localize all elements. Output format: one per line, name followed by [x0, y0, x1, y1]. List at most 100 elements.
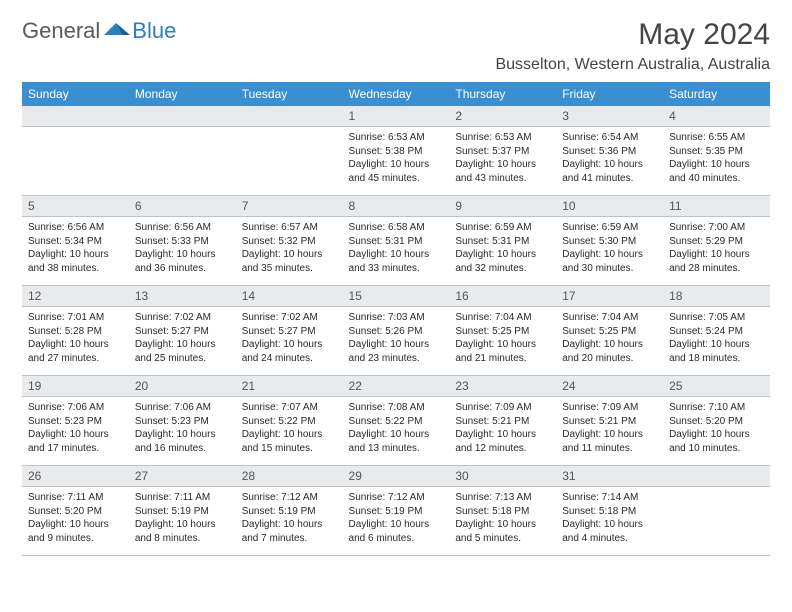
sunrise-text: Sunrise: 7:06 AM [135, 401, 230, 415]
daylight-text: Daylight: 10 hours and 35 minutes. [242, 248, 337, 275]
sunset-text: Sunset: 5:22 PM [242, 415, 337, 429]
sunset-text: Sunset: 5:28 PM [28, 325, 123, 339]
logo: General Blue [22, 18, 176, 44]
day-detail-cell: Sunrise: 7:10 AMSunset: 5:20 PMDaylight:… [663, 397, 770, 466]
daylight-text: Daylight: 10 hours and 5 minutes. [455, 518, 550, 545]
sunrise-text: Sunrise: 7:08 AM [349, 401, 444, 415]
sunset-text: Sunset: 5:18 PM [562, 505, 657, 519]
sunrise-text: Sunrise: 6:57 AM [242, 221, 337, 235]
day-header: Saturday [663, 82, 770, 106]
sunset-text: Sunset: 5:31 PM [455, 235, 550, 249]
day-detail-cell: Sunrise: 6:55 AMSunset: 5:35 PMDaylight:… [663, 127, 770, 196]
day-number-cell: 20 [129, 376, 236, 397]
sunset-text: Sunset: 5:21 PM [562, 415, 657, 429]
sunrise-text: Sunrise: 7:02 AM [242, 311, 337, 325]
daylight-text: Daylight: 10 hours and 43 minutes. [455, 158, 550, 185]
day-detail-cell [22, 127, 129, 196]
day-number-cell: 24 [556, 376, 663, 397]
day-detail-cell: Sunrise: 6:54 AMSunset: 5:36 PMDaylight:… [556, 127, 663, 196]
day-number-cell: 1 [343, 106, 450, 127]
sunrise-text: Sunrise: 7:04 AM [455, 311, 550, 325]
day-number-cell: 30 [449, 466, 556, 487]
sunset-text: Sunset: 5:36 PM [562, 145, 657, 159]
daynum-row: 19202122232425 [22, 376, 770, 397]
daylight-text: Daylight: 10 hours and 18 minutes. [669, 338, 764, 365]
day-number-cell: 6 [129, 196, 236, 217]
day-detail-cell: Sunrise: 6:57 AMSunset: 5:32 PMDaylight:… [236, 217, 343, 286]
sunset-text: Sunset: 5:33 PM [135, 235, 230, 249]
sunset-text: Sunset: 5:26 PM [349, 325, 444, 339]
daylight-text: Daylight: 10 hours and 36 minutes. [135, 248, 230, 275]
daylight-text: Daylight: 10 hours and 9 minutes. [28, 518, 123, 545]
day-number-cell [22, 106, 129, 127]
day-number-cell: 12 [22, 286, 129, 307]
day-number-cell: 5 [22, 196, 129, 217]
sunset-text: Sunset: 5:25 PM [562, 325, 657, 339]
sunrise-text: Sunrise: 7:13 AM [455, 491, 550, 505]
day-header: Wednesday [343, 82, 450, 106]
day-detail-cell: Sunrise: 7:07 AMSunset: 5:22 PMDaylight:… [236, 397, 343, 466]
daylight-text: Daylight: 10 hours and 13 minutes. [349, 428, 444, 455]
daylight-text: Daylight: 10 hours and 16 minutes. [135, 428, 230, 455]
sunset-text: Sunset: 5:20 PM [28, 505, 123, 519]
daynum-row: 12131415161718 [22, 286, 770, 307]
title-block: May 2024 Busselton, Western Australia, A… [495, 18, 770, 74]
sunrise-text: Sunrise: 6:53 AM [349, 131, 444, 145]
daynum-row: 1234 [22, 106, 770, 127]
day-detail-cell: Sunrise: 7:02 AMSunset: 5:27 PMDaylight:… [236, 307, 343, 376]
day-detail-cell: Sunrise: 7:12 AMSunset: 5:19 PMDaylight:… [236, 487, 343, 556]
sunset-text: Sunset: 5:37 PM [455, 145, 550, 159]
day-number-cell: 26 [22, 466, 129, 487]
sunrise-text: Sunrise: 7:06 AM [28, 401, 123, 415]
sunrise-text: Sunrise: 7:10 AM [669, 401, 764, 415]
sunrise-text: Sunrise: 6:59 AM [562, 221, 657, 235]
daylight-text: Daylight: 10 hours and 10 minutes. [669, 428, 764, 455]
daylight-text: Daylight: 10 hours and 8 minutes. [135, 518, 230, 545]
daylight-text: Daylight: 10 hours and 30 minutes. [562, 248, 657, 275]
day-header: Monday [129, 82, 236, 106]
daylight-text: Daylight: 10 hours and 25 minutes. [135, 338, 230, 365]
sunset-text: Sunset: 5:30 PM [562, 235, 657, 249]
day-detail-cell: Sunrise: 7:09 AMSunset: 5:21 PMDaylight:… [449, 397, 556, 466]
day-number-cell: 10 [556, 196, 663, 217]
sunset-text: Sunset: 5:31 PM [349, 235, 444, 249]
detail-row: Sunrise: 7:11 AMSunset: 5:20 PMDaylight:… [22, 487, 770, 556]
sunrise-text: Sunrise: 7:11 AM [28, 491, 123, 505]
day-number-cell: 18 [663, 286, 770, 307]
daylight-text: Daylight: 10 hours and 11 minutes. [562, 428, 657, 455]
day-number-cell: 16 [449, 286, 556, 307]
day-detail-cell: Sunrise: 7:09 AMSunset: 5:21 PMDaylight:… [556, 397, 663, 466]
day-detail-cell [236, 127, 343, 196]
sunrise-text: Sunrise: 7:04 AM [562, 311, 657, 325]
day-detail-cell: Sunrise: 6:53 AMSunset: 5:37 PMDaylight:… [449, 127, 556, 196]
day-number-cell [129, 106, 236, 127]
day-number-cell [663, 466, 770, 487]
day-number-cell: 14 [236, 286, 343, 307]
daylight-text: Daylight: 10 hours and 6 minutes. [349, 518, 444, 545]
daylight-text: Daylight: 10 hours and 32 minutes. [455, 248, 550, 275]
day-number-cell: 29 [343, 466, 450, 487]
sunset-text: Sunset: 5:21 PM [455, 415, 550, 429]
day-number-cell: 3 [556, 106, 663, 127]
day-detail-cell: Sunrise: 7:04 AMSunset: 5:25 PMDaylight:… [449, 307, 556, 376]
sunset-text: Sunset: 5:24 PM [669, 325, 764, 339]
sunrise-text: Sunrise: 7:11 AM [135, 491, 230, 505]
sunrise-text: Sunrise: 6:54 AM [562, 131, 657, 145]
daynum-row: 262728293031 [22, 466, 770, 487]
day-detail-cell: Sunrise: 7:08 AMSunset: 5:22 PMDaylight:… [343, 397, 450, 466]
sunrise-text: Sunrise: 7:00 AM [669, 221, 764, 235]
sunset-text: Sunset: 5:20 PM [669, 415, 764, 429]
day-detail-cell: Sunrise: 7:01 AMSunset: 5:28 PMDaylight:… [22, 307, 129, 376]
daylight-text: Daylight: 10 hours and 12 minutes. [455, 428, 550, 455]
sunset-text: Sunset: 5:23 PM [28, 415, 123, 429]
daylight-text: Daylight: 10 hours and 27 minutes. [28, 338, 123, 365]
day-number-cell: 28 [236, 466, 343, 487]
daylight-text: Daylight: 10 hours and 24 minutes. [242, 338, 337, 365]
day-detail-cell: Sunrise: 7:11 AMSunset: 5:20 PMDaylight:… [22, 487, 129, 556]
calendar-head: SundayMondayTuesdayWednesdayThursdayFrid… [22, 82, 770, 106]
calendar-body: 1234 Sunrise: 6:53 AMSunset: 5:38 PMDayl… [22, 106, 770, 556]
sunrise-text: Sunrise: 7:05 AM [669, 311, 764, 325]
sunrise-text: Sunrise: 6:55 AM [669, 131, 764, 145]
detail-row: Sunrise: 6:53 AMSunset: 5:38 PMDaylight:… [22, 127, 770, 196]
day-number-cell: 2 [449, 106, 556, 127]
